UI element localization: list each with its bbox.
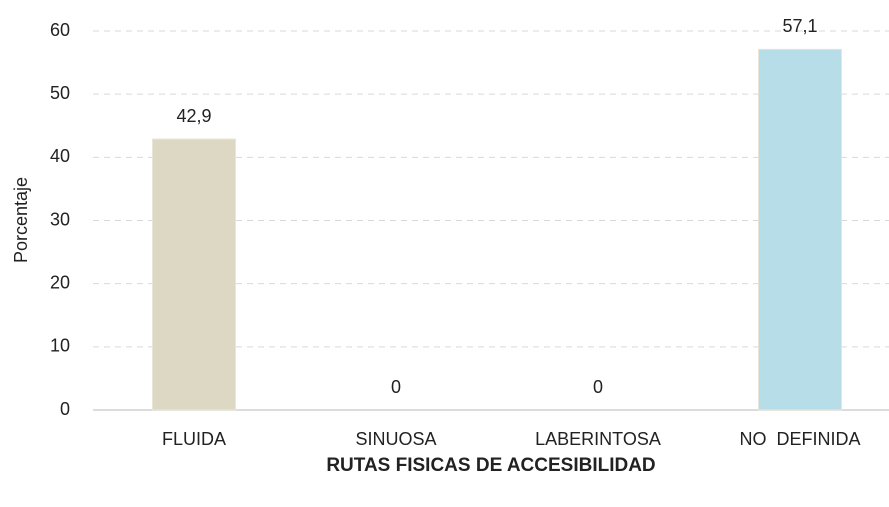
value-label: 42,9 bbox=[176, 106, 211, 126]
y-tick-label: 20 bbox=[50, 272, 70, 292]
value-label: 0 bbox=[391, 377, 401, 397]
x-axis-title: RUTAS FISICAS DE ACCESIBILIDAD bbox=[326, 455, 655, 476]
bar bbox=[152, 138, 236, 411]
y-tick-label: 60 bbox=[50, 20, 70, 40]
x-tick-label: FLUIDA bbox=[162, 429, 226, 449]
y-tick-label: 0 bbox=[60, 399, 70, 419]
x-tick-label: LABERINTOSA bbox=[535, 429, 661, 449]
y-tick-label: 50 bbox=[50, 83, 70, 103]
y-tick-label: 10 bbox=[50, 336, 70, 356]
y-tick-label: 30 bbox=[50, 209, 70, 229]
x-tick-label: NO DEFINIDA bbox=[739, 429, 860, 449]
value-label: 0 bbox=[593, 377, 603, 397]
y-tick-label: 40 bbox=[50, 146, 70, 166]
x-tick-label: SINUOSA bbox=[355, 429, 436, 449]
y-axis-title: Porcentaje bbox=[11, 177, 31, 263]
value-label: 57,1 bbox=[782, 16, 817, 36]
bar bbox=[758, 48, 842, 411]
